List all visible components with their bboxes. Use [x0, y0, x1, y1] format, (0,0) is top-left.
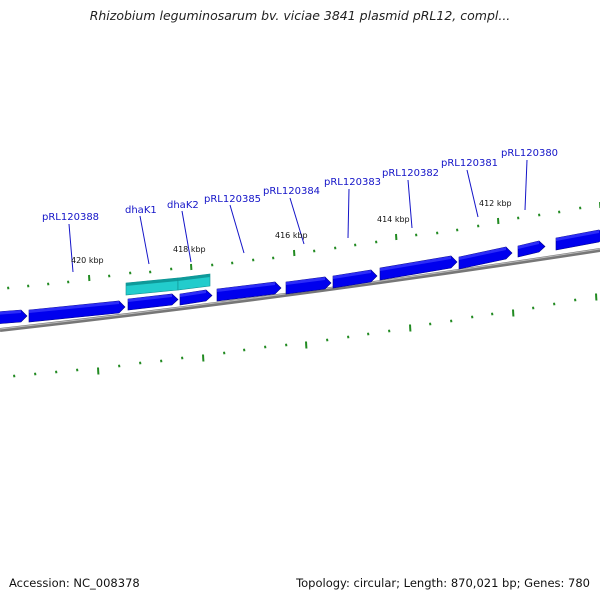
gene-labels: pRL120388 dhaK1 dhaK2 pRL120385 pRL12038… — [42, 148, 558, 223]
gene-dhaK1-body-bevel — [128, 294, 172, 302]
gene-pRL120381-bevel — [459, 247, 506, 260]
accession-text: Accession: NC_008378 — [9, 576, 140, 590]
gene-pRL120379[interactable] — [555, 229, 600, 251]
gene-label-pRL120382[interactable]: pRL120382 — [382, 168, 439, 179]
leader-pRL120385 — [229, 204, 245, 254]
gene-label-pRL120383[interactable]: pRL120383 — [324, 177, 381, 188]
inner-tick-ring — [13, 293, 598, 378]
gene-pRL120385[interactable] — [216, 281, 282, 302]
leader-pRL120382 — [407, 179, 413, 229]
scale-label-418: 418 kbp — [173, 245, 206, 254]
leader-dhaK2 — [181, 210, 192, 263]
scale-label-416: 416 kbp — [275, 231, 308, 240]
gene-label-pRL120380[interactable]: pRL120380 — [501, 148, 558, 159]
leader-pRL120388 — [68, 223, 74, 273]
gene-dhaK1-bevel — [126, 278, 178, 286]
gene-pRL120382[interactable] — [379, 255, 458, 281]
gene-label-dhaK2[interactable]: dhaK2 — [167, 200, 199, 211]
gene-dhaK2-body-bevel — [180, 290, 206, 297]
summary-text: Topology: circular; Length: 870,021 bp; … — [296, 576, 590, 590]
gene-pRL120389-bevel — [0, 310, 21, 315]
gene-label-pRL120388[interactable]: pRL120388 — [42, 212, 99, 223]
outer-tick-ring — [7, 202, 600, 290]
gene-label-pRL120384[interactable]: pRL120384 — [263, 186, 320, 197]
gene-label-pRL120385[interactable]: pRL120385 — [204, 194, 261, 205]
gene-dhaK2-bevel — [178, 274, 210, 281]
gene-pRL120380-bevel — [518, 241, 539, 249]
backbone-line — [0, 248, 600, 332]
scale-label-414: 414 kbp — [377, 215, 410, 224]
scale-label-420: 420 kbp — [71, 256, 104, 265]
gene-pRL120384-bevel — [286, 277, 325, 285]
scale-label-412: 412 kbp — [479, 199, 512, 208]
gene-pRL120382-bevel — [380, 256, 451, 271]
gene-label-dhaK1[interactable]: dhaK1 — [125, 205, 157, 216]
gene-label-pRL120381[interactable]: pRL120381 — [441, 158, 498, 169]
gene-pRL120383-bevel — [333, 270, 371, 279]
leader-pRL120383 — [347, 188, 350, 239]
gene-track[interactable] — [0, 229, 600, 324]
label-leader-lines — [68, 159, 528, 273]
gene-pRL120388-bevel — [29, 301, 119, 313]
leader-pRL120380 — [524, 159, 528, 211]
scale-labels: 420 kbp 418 kbp 416 kbp 414 kbp 412 kbp — [71, 199, 512, 265]
leader-pRL120384 — [289, 197, 305, 245]
leader-pRL120381 — [466, 169, 479, 218]
gene-pRL120385-bevel — [217, 282, 275, 292]
gene-pRL120379-bevel — [556, 230, 599, 241]
map-title: Rhizobium leguminosarum bv. viciae 3841 … — [89, 8, 511, 23]
leader-dhaK1 — [139, 215, 150, 265]
